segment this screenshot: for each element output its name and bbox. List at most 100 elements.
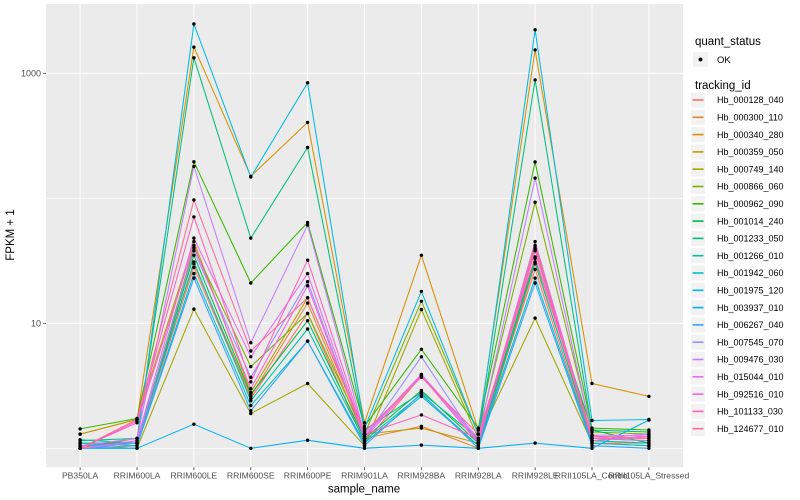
data-point (192, 249, 196, 253)
data-point (476, 432, 480, 436)
data-point (590, 441, 594, 445)
data-point (135, 441, 139, 445)
data-point (533, 246, 537, 250)
legend-item: Hb_001942_060 (691, 265, 784, 281)
data-point (249, 403, 253, 408)
data-point (419, 426, 424, 430)
data-point (419, 289, 424, 294)
legend-title-tracking-id: tracking_id (695, 80, 751, 92)
legend-item: Hb_009476_030 (691, 352, 784, 367)
x-tick-label: RRII105LA_Stressed (609, 471, 690, 481)
legend-tracking-entries: Hb_000128_040 Hb_000300_110 Hb_000340_280 H… (691, 92, 784, 437)
legend-item: Hb_000340_280 (691, 127, 784, 143)
data-point (192, 271, 196, 276)
data-point (476, 441, 480, 445)
legend-label: Hb_000866_060 (717, 182, 784, 192)
legend-label-ok: OK (717, 55, 731, 66)
data-point (192, 246, 196, 250)
legend-item: Hb_001975_120 (691, 282, 784, 298)
data-point (533, 260, 537, 264)
data-point (533, 255, 537, 259)
data-point (192, 198, 196, 202)
data-point (78, 438, 82, 442)
data-point (533, 239, 537, 244)
data-point (419, 391, 424, 396)
data-point (192, 307, 196, 311)
data-point (419, 413, 424, 417)
data-point (192, 160, 196, 164)
data-point (305, 271, 310, 276)
legend-label: Hb_001266_010 (717, 251, 784, 261)
data-point (362, 426, 367, 430)
data-point (305, 220, 310, 225)
legend-label: Hb_001233_050 (717, 234, 784, 244)
legend-label: Hb_000300_110 (717, 112, 783, 122)
legend-label: Hb_015044_010 (717, 372, 784, 382)
data-point (249, 411, 253, 416)
data-point (192, 276, 196, 280)
data-point (419, 394, 424, 399)
x-tick-label: RRIM600SE (227, 471, 275, 481)
data-point (590, 434, 594, 438)
data-point (192, 45, 196, 49)
data-point (249, 387, 253, 391)
data-point (249, 364, 253, 369)
data-point (249, 446, 253, 450)
x-tick-label: RRIM928BA (397, 471, 445, 481)
legend-label: Hb_000749_140 (717, 164, 784, 174)
data-point (249, 236, 253, 240)
data-point (533, 200, 537, 204)
data-point (305, 319, 310, 323)
data-point (533, 243, 537, 248)
ok-point-icon (698, 57, 703, 62)
data-point (192, 422, 196, 426)
data-point (647, 436, 651, 441)
legend-item: Hb_092516_010 (691, 386, 784, 402)
legend-item: Hb_000962_090 (691, 196, 784, 212)
data-point (533, 316, 537, 320)
data-point (533, 78, 537, 82)
data-point (192, 164, 196, 169)
legend-item: Hb_001233_050 (691, 230, 784, 246)
data-point (476, 436, 480, 441)
data-point (419, 347, 424, 351)
x-tick-label: RRII105LA_Control (555, 471, 630, 481)
legend-item: Hb_124677_010 (691, 421, 784, 437)
data-point (249, 175, 253, 179)
data-point (647, 446, 651, 450)
x-axis-title: sample_name (328, 484, 400, 496)
legend-label: Hb_000340_280 (717, 130, 784, 140)
legend-label: Hb_001975_120 (717, 285, 784, 295)
legend-label: Hb_101133_030 (717, 407, 783, 417)
legend-item: Hb_000749_140 (691, 161, 784, 177)
legend-label: Hb_003937_010 (717, 303, 784, 313)
data-point (249, 392, 253, 397)
data-point (533, 28, 537, 32)
legend-label: Hb_001942_060 (717, 268, 784, 278)
data-point (249, 375, 253, 379)
data-point (362, 430, 367, 434)
data-point (135, 444, 139, 448)
data-point (533, 48, 537, 52)
data-point (590, 428, 594, 432)
data-point (249, 349, 253, 353)
data-point (192, 253, 196, 257)
axis-ticks-and-labels: 10 1000 PB350LA RRIM600LA RRIM600LE RRIM600SE… (21, 68, 689, 480)
legend-item: Hb_006267_040 (691, 317, 784, 333)
data-point (362, 421, 367, 425)
x-tick-label: RRIM901LA (341, 471, 388, 481)
data-point (362, 446, 367, 450)
data-point (305, 81, 310, 85)
data-point (533, 281, 537, 285)
legend-item: Hb_000866_060 (691, 179, 784, 194)
data-point (533, 176, 537, 180)
legend-item: Hb_003937_010 (691, 300, 784, 316)
data-point (249, 355, 253, 359)
data-point (192, 22, 196, 26)
y-tick-label: 1000 (21, 68, 41, 78)
legend-item: Hb_000128_040 (691, 92, 784, 108)
legend-label: Hb_092516_010 (717, 389, 784, 399)
data-point (192, 56, 196, 60)
data-point (419, 299, 424, 303)
data-point (192, 215, 196, 219)
